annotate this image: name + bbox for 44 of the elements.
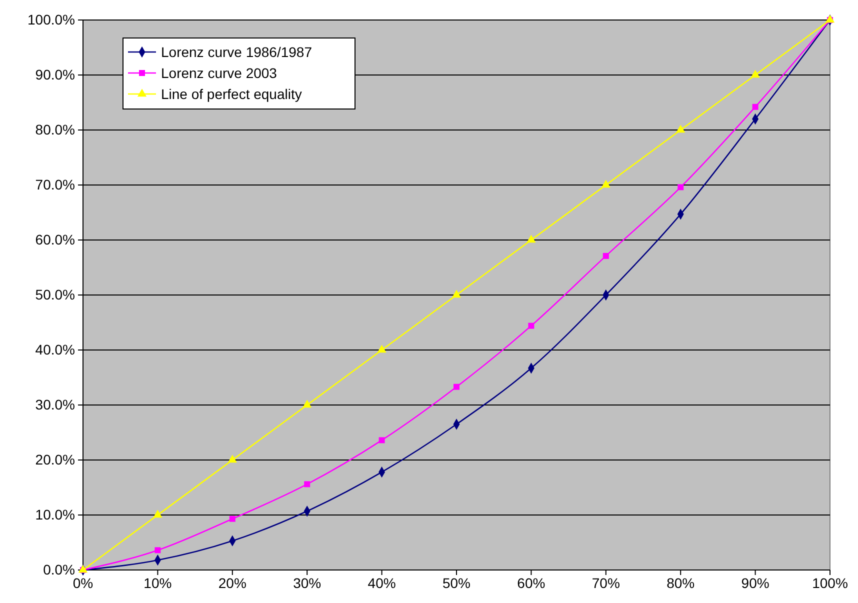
point xyxy=(454,384,460,390)
point xyxy=(528,322,534,329)
y-tick-label: 0.0% xyxy=(43,561,75,578)
y-tick-label: 80.0% xyxy=(35,121,75,138)
x-tick-label: 20% xyxy=(218,574,246,591)
x-tick-label: 30% xyxy=(293,574,322,591)
point xyxy=(526,234,536,243)
y-tick-label: 70.0% xyxy=(35,176,75,192)
point xyxy=(229,516,236,522)
point xyxy=(752,104,758,110)
point xyxy=(452,290,462,298)
point xyxy=(377,344,386,353)
y-tick-label: 20.0% xyxy=(35,451,75,468)
point xyxy=(825,14,835,23)
point xyxy=(602,252,609,259)
point xyxy=(601,180,610,188)
y-tick-label: 60.0% xyxy=(35,231,75,248)
legend-label: Lorenz curve 1986/1987 xyxy=(161,44,312,60)
point xyxy=(304,481,310,488)
point xyxy=(302,400,312,408)
point xyxy=(378,437,385,444)
legend-label: Lorenz curve 2003 xyxy=(161,65,278,81)
y-tick-label: 10.0% xyxy=(35,506,75,522)
x-tick-label: 100% xyxy=(812,574,848,591)
point xyxy=(154,547,161,554)
y-tick-label: 50.0% xyxy=(35,286,75,302)
x-tick-label: 10% xyxy=(144,574,172,591)
x-tick-label: 50% xyxy=(442,574,471,591)
x-tick-label: 70% xyxy=(592,574,620,591)
x-tick-label: 0% xyxy=(72,574,94,591)
point xyxy=(750,70,760,78)
x-tick-label: 80% xyxy=(666,574,695,591)
y-tick-label: 30.0% xyxy=(35,396,75,412)
x-tick-label: 60% xyxy=(517,574,546,591)
point xyxy=(678,184,684,190)
legend-label: Line of perfect equality xyxy=(161,86,302,102)
x-tick-label: 40% xyxy=(368,574,396,591)
point xyxy=(676,124,686,133)
y-tick-label: 40.0% xyxy=(35,341,75,358)
x-tick-label: 90% xyxy=(741,574,770,591)
y-tick-label: 100.0% xyxy=(28,11,75,28)
point xyxy=(153,510,162,518)
y-tick-label: 90.0% xyxy=(35,66,75,82)
point xyxy=(228,454,237,463)
